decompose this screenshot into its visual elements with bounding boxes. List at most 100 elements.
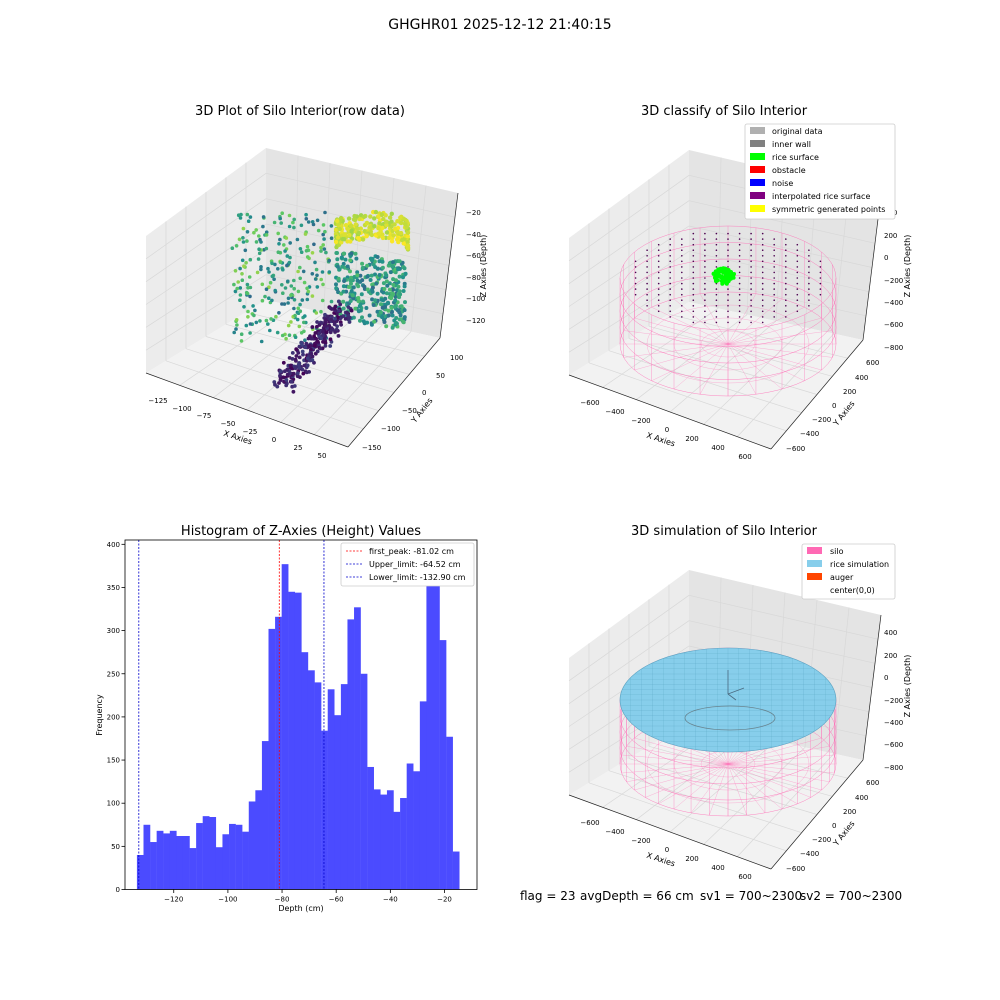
surface-point <box>681 260 683 263</box>
data-point <box>347 233 352 238</box>
data-point <box>397 259 402 264</box>
surface-point <box>808 249 810 251</box>
data-point <box>285 254 290 258</box>
x-tick-label: −120 <box>164 896 183 904</box>
data-point <box>252 230 256 235</box>
data-point <box>292 225 296 230</box>
data-point <box>317 331 322 336</box>
histogram-bar <box>143 824 151 890</box>
surface-point <box>657 288 660 290</box>
data-point <box>403 300 407 305</box>
legend-label: silo <box>830 547 844 556</box>
surface-point <box>692 232 695 235</box>
simulation-z-ticks: 400 200 0 −200 −400 −600 −800 <box>884 629 903 772</box>
raw-x-tick: −75 <box>197 412 212 420</box>
surface-point <box>657 310 660 313</box>
data-point <box>268 328 272 333</box>
data-point <box>381 216 386 222</box>
data-point <box>270 274 275 279</box>
data-point <box>289 293 293 298</box>
simulation-z-tick: −200 <box>884 697 903 705</box>
surface-point <box>657 299 660 302</box>
legend-label: auger <box>830 573 854 582</box>
surface-point <box>634 288 637 290</box>
classify-plot-title: 3D classify of Silo Interior <box>640 104 808 119</box>
data-point <box>321 333 325 338</box>
histogram-reference-lines <box>138 540 325 890</box>
data-point <box>383 305 387 309</box>
surface-point <box>727 299 729 302</box>
classify-y-tick: −200 <box>812 416 831 424</box>
data-point <box>244 323 249 328</box>
simulation-y-tick: 200 <box>843 808 856 816</box>
surface-point <box>704 288 706 290</box>
data-point <box>241 236 245 240</box>
surface-point <box>796 249 799 251</box>
data-point <box>290 351 295 355</box>
data-point <box>348 269 352 274</box>
data-point <box>351 296 356 301</box>
surface-point <box>692 282 695 285</box>
data-point <box>333 239 339 245</box>
data-point <box>267 296 271 301</box>
data-point <box>303 345 308 350</box>
data-point <box>272 277 276 282</box>
data-point <box>341 284 346 289</box>
surface-point <box>761 243 764 246</box>
data-point <box>294 359 298 363</box>
data-point <box>297 324 302 329</box>
data-point <box>234 327 238 331</box>
surface-point <box>727 249 729 251</box>
histogram-bars <box>136 564 460 890</box>
data-point <box>287 224 292 229</box>
data-point <box>341 306 346 311</box>
y-tick-label: 0 <box>116 886 120 894</box>
data-point <box>313 260 317 265</box>
data-point <box>292 306 296 311</box>
data-point <box>403 271 408 276</box>
data-point <box>298 309 303 314</box>
histogram-bar <box>446 736 453 890</box>
data-point <box>303 338 307 343</box>
data-point <box>297 362 301 367</box>
surface-point <box>738 310 741 313</box>
data-point <box>236 213 241 217</box>
surface-point <box>785 271 787 274</box>
raw-z-tick: −80 <box>466 274 481 282</box>
data-point <box>288 241 293 245</box>
histogram-bar <box>301 652 309 890</box>
surface-point <box>681 310 683 313</box>
data-point <box>339 255 344 260</box>
data-point <box>278 237 282 242</box>
data-point <box>405 234 410 239</box>
classify-x-tick: 400 <box>711 444 724 452</box>
data-point <box>329 317 334 322</box>
histogram-bar <box>360 673 368 890</box>
surface-point <box>715 288 718 290</box>
classify-z-tick: −800 <box>884 344 903 352</box>
data-point <box>246 286 250 290</box>
data-point <box>349 289 354 294</box>
surface-point <box>692 293 695 296</box>
surface-point <box>646 305 648 307</box>
surface-point <box>750 310 752 313</box>
data-point <box>346 216 352 221</box>
surface-point <box>657 243 660 246</box>
simulation-rice-surface <box>619 647 837 753</box>
data-point <box>298 302 302 307</box>
surface-point <box>808 305 810 307</box>
classify-y-tick: 200 <box>843 388 856 396</box>
y-tick-label: 50 <box>111 843 120 851</box>
data-point <box>322 337 327 341</box>
histogram-bar <box>275 616 282 890</box>
y-tick-label: 250 <box>107 670 120 678</box>
data-point <box>258 319 262 323</box>
surface-point <box>750 266 752 268</box>
data-point <box>304 217 309 221</box>
data-point <box>394 321 399 325</box>
data-point <box>371 262 376 267</box>
surface-point <box>808 288 810 290</box>
surface-point <box>773 243 775 246</box>
data-point <box>259 339 264 344</box>
histogram-bar <box>386 790 394 890</box>
